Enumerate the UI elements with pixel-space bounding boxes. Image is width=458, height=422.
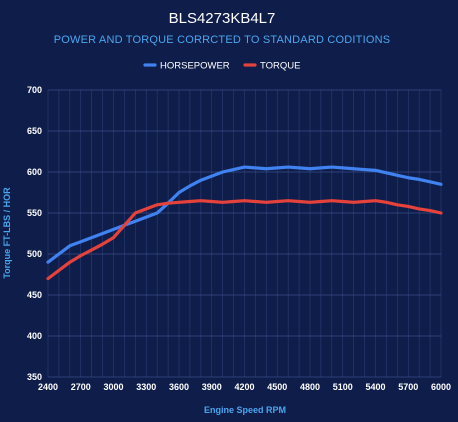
chart-title: BLS4273KB4L7 [169, 10, 276, 27]
y-tick-label: 600 [27, 167, 42, 177]
series-line-horsepower [46, 165, 443, 264]
y-tick-label: 350 [27, 372, 42, 382]
x-tick-label: 4200 [234, 382, 254, 392]
chart-subtitle: POWER AND TORQUE CORRCTED TO STANDARD CO… [54, 34, 391, 46]
series-line-torque [46, 199, 443, 281]
x-axis-label: Engine Speed RPM [204, 405, 286, 415]
x-tick-label: 3600 [169, 382, 189, 392]
y-tick-label: 500 [27, 249, 42, 259]
x-tick-label: 4800 [300, 382, 320, 392]
x-tick-label: 5400 [365, 382, 385, 392]
x-tick-label: 2400 [38, 382, 58, 392]
y-tick-label: 400 [27, 331, 42, 341]
x-tick-label: 3000 [103, 382, 123, 392]
x-tick-label: 6000 [431, 382, 451, 392]
x-tick-label: 5100 [333, 382, 353, 392]
x-tick-label: 5700 [398, 382, 418, 392]
y-tick-label: 450 [27, 290, 42, 300]
legend-label-horsepower: HORSEPOWER [160, 61, 230, 72]
x-tick-label: 3300 [136, 382, 156, 392]
x-tick-label: 4500 [267, 382, 287, 392]
legend: HORSEPOWER TORQUE [143, 61, 300, 72]
y-tick-label: 550 [27, 208, 42, 218]
axis-ticks: 350 400 450 500 550 600 650 700 2400 2700 3000 3300… [27, 85, 451, 392]
x-tick-label: 2700 [71, 382, 91, 392]
legend-label-torque: TORQUE [260, 61, 300, 72]
y-tick-label: 700 [27, 85, 42, 95]
y-tick-label: 650 [27, 126, 42, 136]
series-layer [46, 165, 443, 281]
x-tick-label: 3900 [202, 382, 222, 392]
y-axis-label: Torque FT-LBS / HOR [2, 187, 12, 279]
